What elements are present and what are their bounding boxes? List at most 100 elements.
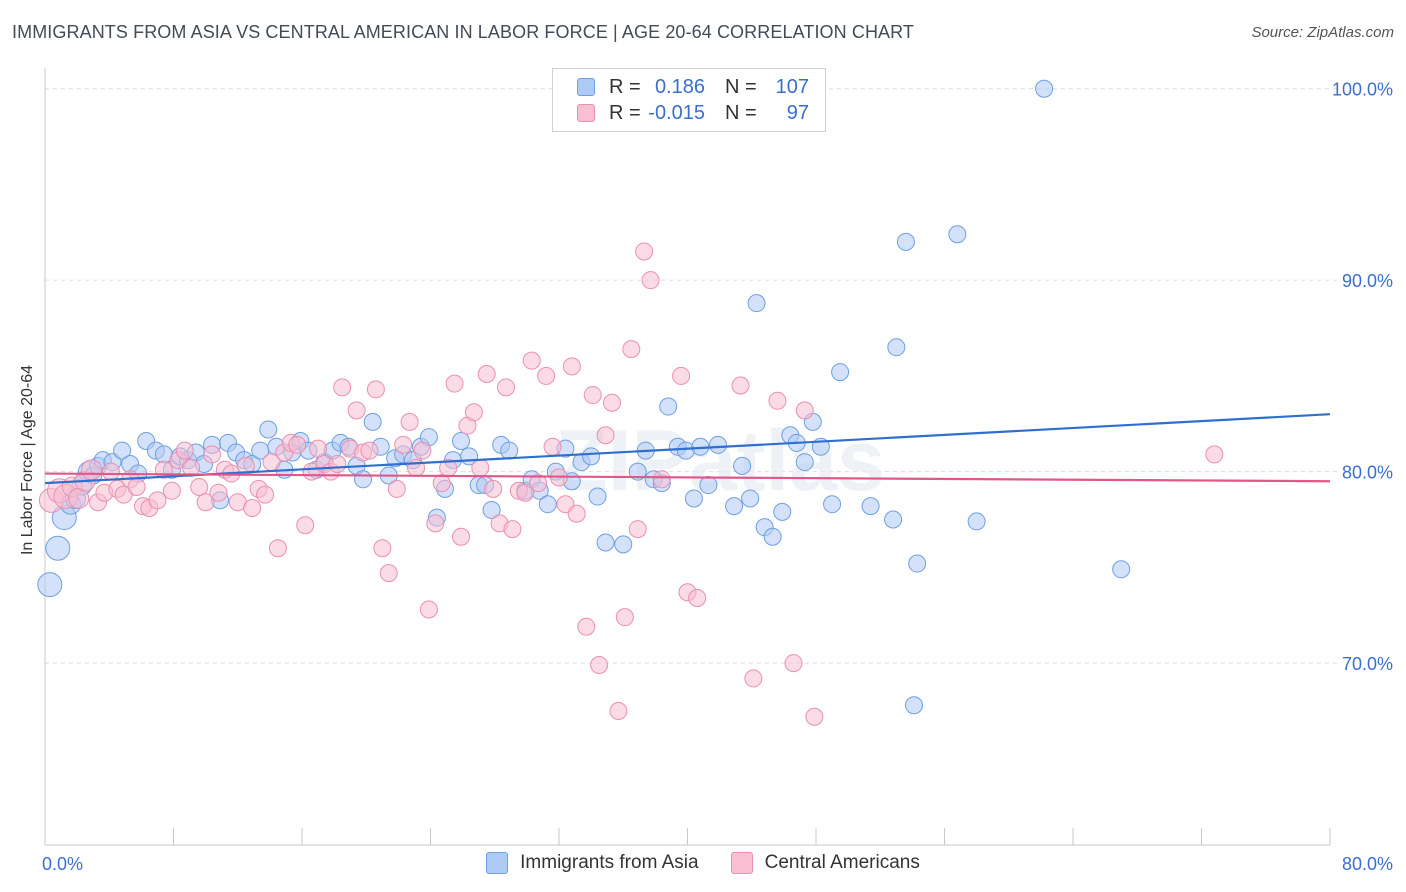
legend-row-central: R = -0.015 N = 97 xyxy=(577,100,809,126)
legend-n-value: 107 xyxy=(775,75,809,98)
data-point xyxy=(256,485,275,504)
data-point xyxy=(45,535,71,561)
data-point xyxy=(500,441,519,460)
correlation-legend: R = 0.186 N = 107 R = -0.015 N = 97 xyxy=(552,68,826,132)
data-point xyxy=(725,497,744,516)
data-point xyxy=(529,474,548,493)
legend-r-value: -0.015 xyxy=(648,101,705,124)
data-point xyxy=(288,435,307,454)
data-point xyxy=(614,535,633,554)
data-point xyxy=(347,401,366,420)
data-point xyxy=(672,366,691,385)
data-point xyxy=(373,539,392,558)
data-point xyxy=(482,500,501,519)
data-point xyxy=(426,514,445,533)
data-point xyxy=(148,491,167,510)
legend-r-label: R = xyxy=(609,101,641,124)
data-point xyxy=(763,527,782,546)
data-point xyxy=(445,374,464,393)
axes xyxy=(44,68,1331,846)
data-point xyxy=(805,707,824,726)
data-point xyxy=(768,391,787,410)
data-point xyxy=(190,477,209,496)
data-point xyxy=(196,493,215,512)
data-point xyxy=(583,386,602,405)
data-point xyxy=(113,441,132,460)
data-point xyxy=(615,608,634,627)
data-point xyxy=(609,701,628,720)
data-point xyxy=(471,458,490,477)
data-point xyxy=(452,527,471,546)
data-point xyxy=(887,338,906,357)
data-point xyxy=(861,497,880,516)
legend-swatch-asia xyxy=(577,78,595,96)
data-point xyxy=(635,242,654,261)
data-point xyxy=(823,495,842,514)
data-point xyxy=(1205,445,1224,464)
y-tick-label: 80.0% xyxy=(1342,463,1393,483)
chart-title: IMMIGRANTS FROM ASIA VS CENTRAL AMERICAN… xyxy=(12,22,915,42)
data-point xyxy=(496,378,515,397)
data-point xyxy=(622,340,641,359)
tick-labels: 70.0% 80.0% 90.0% 100.0% 0.0% 80.0% xyxy=(42,80,1393,874)
legend-n-label: N = xyxy=(725,101,757,124)
data-point xyxy=(652,470,671,489)
data-point xyxy=(731,376,750,395)
data-point xyxy=(1035,79,1054,98)
series-legend: Immigrants from Asia Central Americans xyxy=(0,852,1406,874)
data-point xyxy=(688,589,707,608)
data-point xyxy=(209,483,228,502)
data-point xyxy=(709,435,728,454)
data-point xyxy=(904,696,923,715)
data-point xyxy=(1112,560,1131,579)
data-point xyxy=(419,600,438,619)
data-point xyxy=(37,572,63,598)
data-point xyxy=(795,453,814,472)
data-point xyxy=(588,487,607,506)
data-point xyxy=(333,378,352,397)
data-point xyxy=(387,479,406,498)
legend-n-value: 97 xyxy=(786,101,809,124)
data-point xyxy=(363,412,382,431)
data-point xyxy=(577,617,596,636)
data-point xyxy=(908,554,927,573)
data-point xyxy=(175,441,194,460)
legend-item-asia: Immigrants from Asia xyxy=(486,852,699,874)
data-point xyxy=(101,462,120,481)
data-point xyxy=(452,432,471,451)
data-point xyxy=(567,504,586,523)
data-point xyxy=(464,403,483,422)
data-point xyxy=(628,520,647,539)
y-tick-label: 100.0% xyxy=(1332,80,1393,100)
data-point xyxy=(432,474,451,493)
y-tick-label: 70.0% xyxy=(1342,654,1393,674)
data-point xyxy=(268,539,287,558)
data-point xyxy=(81,459,103,481)
source-label: Source: ZipAtlas.com xyxy=(1251,24,1394,41)
legend-swatch-central xyxy=(577,104,595,122)
data-point xyxy=(948,225,967,244)
data-point xyxy=(203,445,222,464)
legend-label-central: Central Americans xyxy=(764,852,920,873)
data-point xyxy=(243,499,262,518)
data-point xyxy=(394,435,413,454)
data-point xyxy=(603,393,622,412)
data-point xyxy=(484,479,503,498)
data-point xyxy=(741,489,760,508)
data-point xyxy=(884,510,903,529)
trend-lines xyxy=(44,413,1331,485)
series-central-americans xyxy=(38,242,1224,726)
legend-item-central: Central Americans xyxy=(730,852,920,874)
data-point xyxy=(162,481,181,500)
legend-swatch-central xyxy=(730,852,753,874)
data-point xyxy=(328,454,347,473)
data-point xyxy=(516,483,535,502)
data-point xyxy=(538,495,557,514)
legend-n-label: N = xyxy=(725,75,757,98)
legend-swatch-asia xyxy=(486,852,509,874)
data-point xyxy=(259,420,278,439)
data-point xyxy=(659,397,678,416)
y-axis-label: In Labor Force | Age 20-64 xyxy=(19,364,36,556)
legend-r-label: R = xyxy=(609,75,641,98)
